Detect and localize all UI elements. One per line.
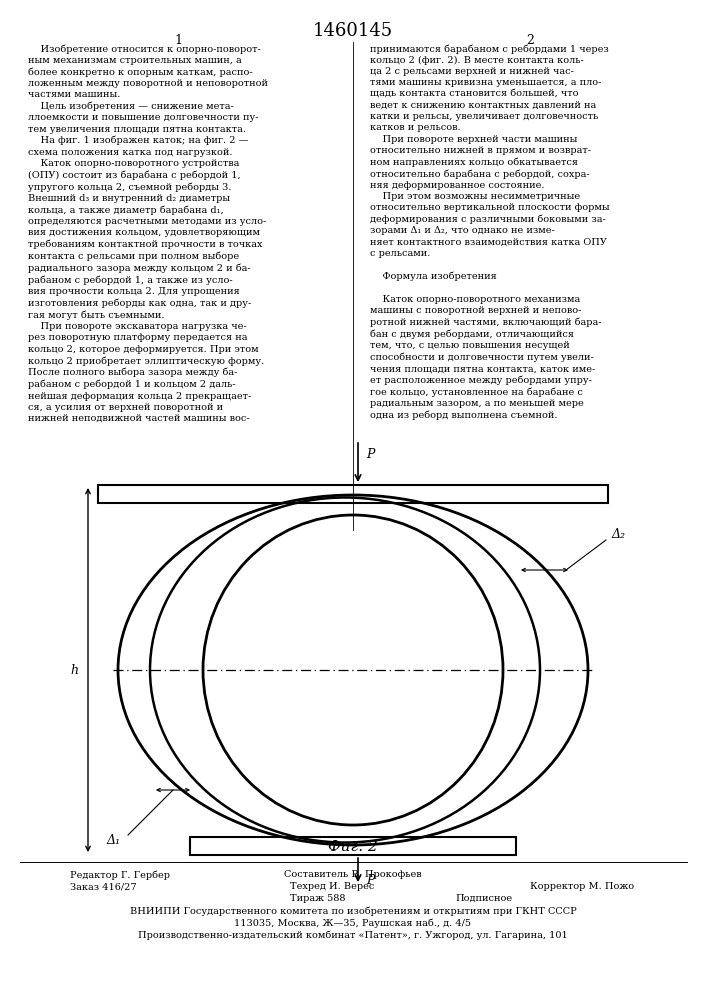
Text: Тираж 588: Тираж 588 — [290, 894, 346, 903]
Text: Фиг. 2: Фиг. 2 — [328, 840, 378, 854]
Text: 1460145: 1460145 — [313, 22, 393, 40]
Text: h: h — [70, 664, 78, 676]
Text: P: P — [366, 874, 375, 886]
Text: Корректор М. Пожо: Корректор М. Пожо — [530, 882, 634, 891]
Text: Редактор Г. Гербер: Редактор Г. Гербер — [70, 870, 170, 880]
Bar — [98, 485, 608, 503]
Text: Заказ 416/27: Заказ 416/27 — [70, 882, 136, 891]
Text: 1: 1 — [174, 34, 182, 47]
Text: Составитель В. Прокофьев: Составитель В. Прокофьев — [284, 870, 422, 879]
Text: Подписное: Подписное — [455, 894, 512, 903]
Text: 2: 2 — [526, 34, 534, 47]
Text: Δ₁: Δ₁ — [106, 834, 120, 846]
Text: принимаются барабаном с ребордами 1 через
кольцо 2 (фиг. 2). В месте контакта ко: принимаются барабаном с ребордами 1 чере… — [370, 44, 609, 420]
Bar — [190, 837, 516, 855]
Text: 113035, Москва, Ж—35, Раушская наб., д. 4/5: 113035, Москва, Ж—35, Раушская наб., д. … — [235, 918, 472, 928]
Text: ВНИИПИ Государственного комитета по изобретениям и открытиям при ГКНТ СССР: ВНИИПИ Государственного комитета по изоб… — [129, 906, 576, 916]
Text: P: P — [366, 448, 375, 462]
Text: Производственно-издательский комбинат «Патент», г. Ужгород, ул. Гагарина, 101: Производственно-издательский комбинат «П… — [138, 930, 568, 940]
Text: Изобретение относится к опорно-поворот-
ным механизмам строительных машин, а
бол: Изобретение относится к опорно-поворот- … — [28, 44, 268, 423]
Text: Δ₂: Δ₂ — [611, 528, 625, 542]
Text: Техред И. Верес: Техред И. Верес — [290, 882, 375, 891]
